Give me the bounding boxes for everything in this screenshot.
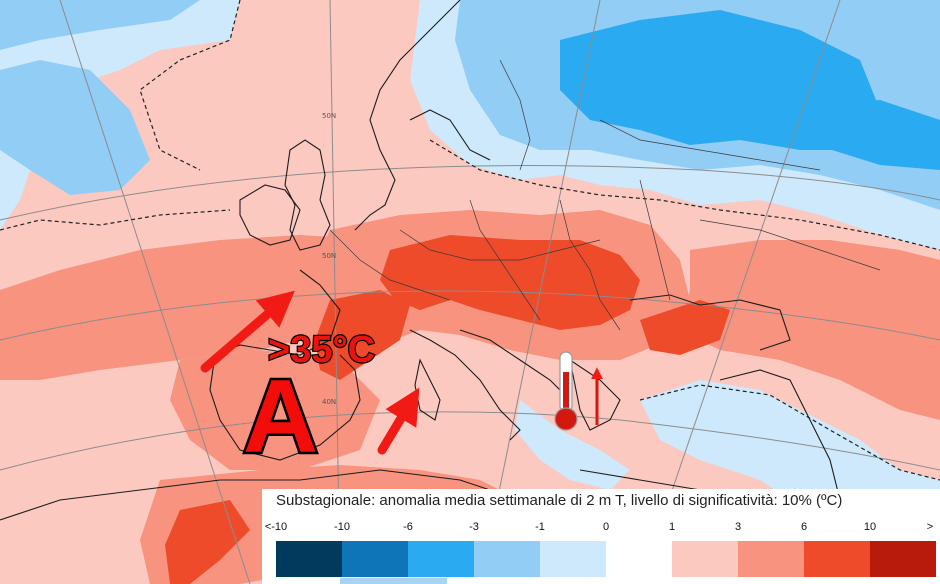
red-arrow-icon [377,387,420,455]
legend-color-scale [276,541,936,577]
cold-anomaly-north-west [0,0,200,50]
graticule-label: 50N [322,112,336,120]
significance-contours [0,0,940,481]
cold-anomaly-strip [340,578,447,584]
strong-warm-anomaly-turkey [640,300,730,355]
legend-tick: -1 [535,521,545,533]
legend-title: Substagionale: anomalia media settimanal… [276,492,843,509]
legend-swatch [870,541,936,577]
graticule-label: 40N [322,398,336,406]
legend-swatch [540,541,606,577]
red-arrow-icon [200,290,295,373]
legend-swatch [276,541,342,577]
cold-anomaly-mediterranean-central [515,400,630,490]
strong-warm-anomaly-central-europe [380,235,640,330]
legend-tick: 3 [734,521,742,533]
warm-anomaly-east [680,240,940,420]
map-legend: Substagionale: anomalia media settimanal… [262,489,940,584]
cold-anomaly-atlantic [0,0,240,230]
legend-ticks: <-10 -10 -6 -3 -1 0 1 3 6 10 > [262,521,940,535]
graticule-label: 50N [322,252,336,260]
strong-warm-anomaly-north-africa [165,500,250,584]
legend-tick: > [926,521,934,533]
thermometer-icon [554,351,578,431]
legend-tick: 6 [800,521,808,533]
legend-tick: 10 [863,521,877,533]
legend-swatch [474,541,540,577]
legend-tick: <-10 [264,521,288,533]
legend-swatch [342,541,408,577]
legend-swatch [408,541,474,577]
warm-anomaly-iberia [170,350,380,470]
anticyclone-label: A [243,359,318,475]
legend-tick: -3 [469,521,479,533]
legend-tick: -10 [334,521,350,533]
temperature-label: >35°C [268,329,375,371]
legend-swatch [738,541,804,577]
country-borders [329,59,881,331]
legend-swatch [606,541,672,577]
legend-tick: 0 [602,521,610,533]
legend-tick: 1 [668,521,676,533]
legend-swatch [672,541,738,577]
cold-anomaly-east [770,100,940,170]
legend-swatch [804,541,870,577]
legend-tick: -6 [403,521,413,533]
